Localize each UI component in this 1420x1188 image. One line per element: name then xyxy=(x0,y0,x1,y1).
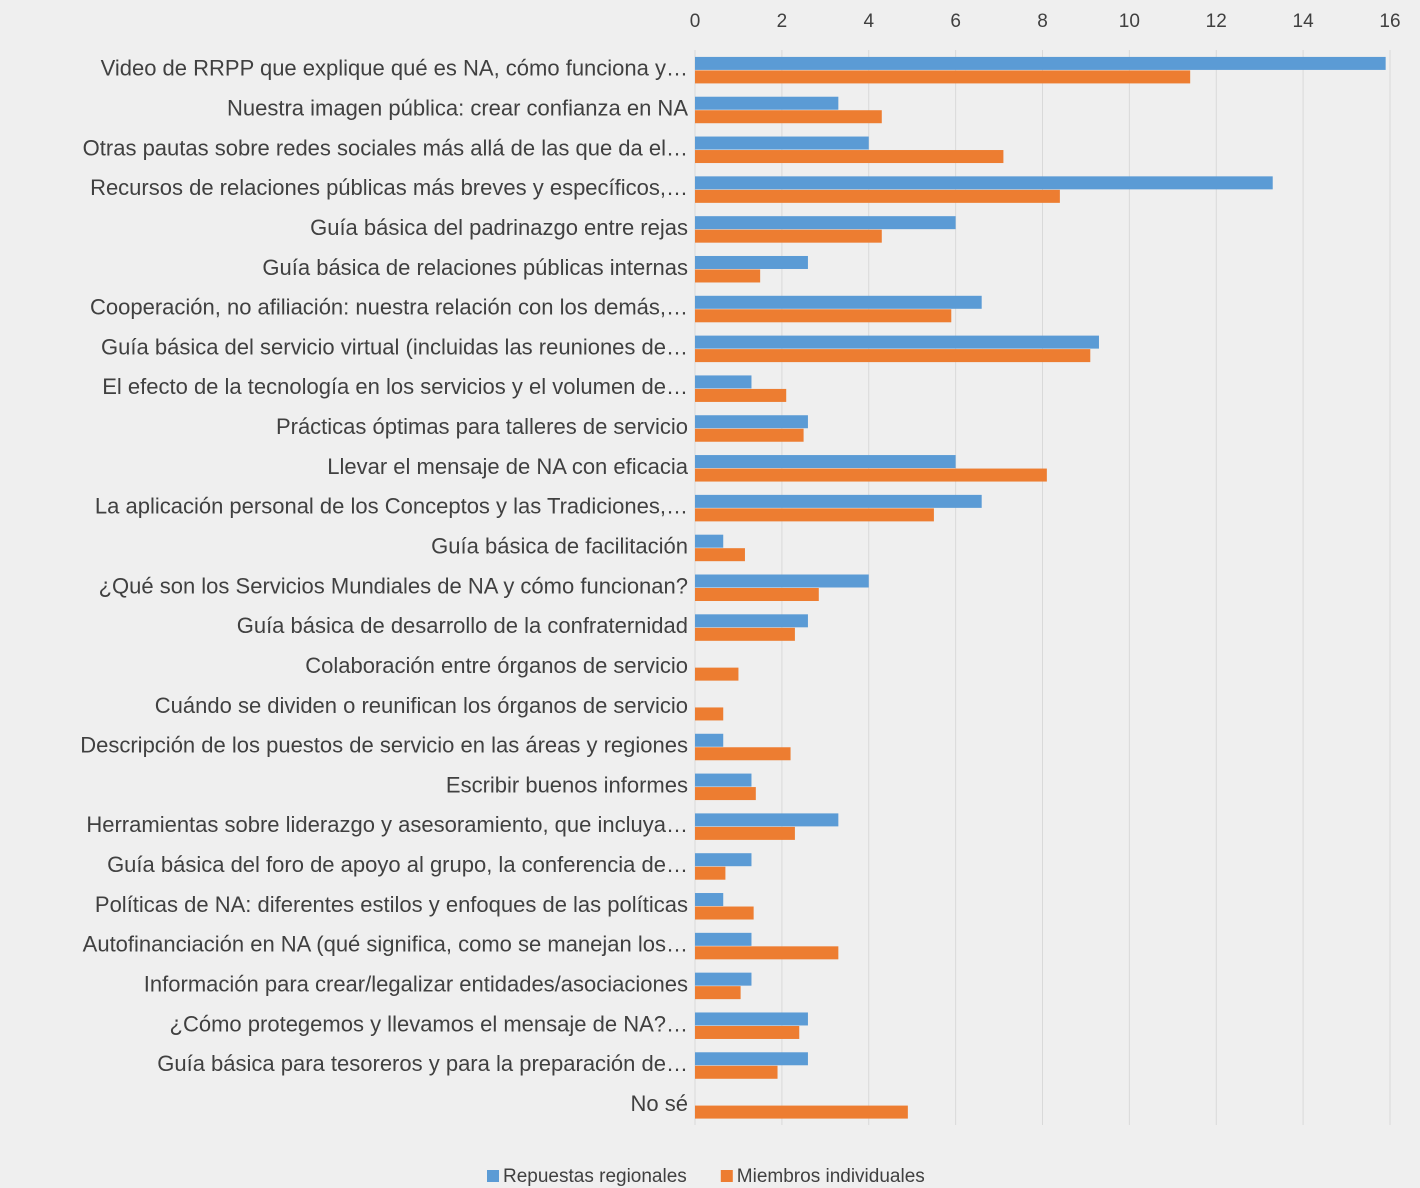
bar xyxy=(695,455,956,469)
category-label: Nuestra imagen pública: crear confianza … xyxy=(227,96,688,121)
category-label: Cooperación, no afiliación: nuestra rela… xyxy=(90,295,688,320)
x-tick-label: 8 xyxy=(1037,11,1048,32)
category-label: Cuándo se dividen o reunifican los órgan… xyxy=(155,693,688,718)
legend-swatch xyxy=(720,1170,733,1182)
legend-label: Miembros individuales xyxy=(737,1166,925,1187)
category-label: Descripción de los puestos de servicio e… xyxy=(80,733,688,758)
bar xyxy=(695,1105,908,1119)
bar xyxy=(695,972,752,986)
bar xyxy=(695,1025,800,1039)
bar xyxy=(695,56,1386,70)
bar xyxy=(695,667,739,681)
category-label: Guía básica del padrinazgo entre rejas xyxy=(310,215,688,240)
x-tick-label: 10 xyxy=(1119,11,1140,32)
category-label: Video de RRPP que explique qué es NA, có… xyxy=(101,56,688,81)
bar xyxy=(695,534,724,548)
category-label: Prácticas óptimas para talleres de servi… xyxy=(276,414,688,439)
bar xyxy=(695,309,952,323)
category-label: El efecto de la tecnología en los servic… xyxy=(102,374,688,399)
category-label: Guía básica de relaciones públicas inter… xyxy=(262,255,688,280)
bar xyxy=(695,468,1047,482)
bar xyxy=(695,428,804,442)
legend-label: Repuestas regionales xyxy=(503,1166,687,1187)
bar xyxy=(695,415,808,429)
bar xyxy=(695,733,724,747)
bar xyxy=(695,110,882,124)
bar xyxy=(695,707,724,721)
bar xyxy=(695,1012,808,1026)
category-label: Otras pautas sobre redes sociales más al… xyxy=(83,135,688,160)
bar xyxy=(695,787,756,801)
category-label: No sé xyxy=(631,1091,688,1116)
bar xyxy=(695,494,982,508)
category-label: Guía básica de facilitación xyxy=(431,533,688,558)
bar xyxy=(695,176,1273,190)
bar xyxy=(695,189,1060,203)
bar xyxy=(695,866,726,880)
bar xyxy=(695,508,934,522)
bar xyxy=(695,96,839,110)
category-label: Guía básica de desarrollo de la confrate… xyxy=(237,613,688,638)
bar xyxy=(695,1052,808,1066)
bar xyxy=(695,986,741,1000)
category-label: Información para crear/legalizar entidad… xyxy=(144,971,688,996)
bar xyxy=(695,548,745,562)
category-label: Herramientas sobre liderazgo y asesorami… xyxy=(86,812,688,837)
bar xyxy=(695,269,761,283)
bar xyxy=(695,853,752,867)
bar xyxy=(695,747,791,761)
x-tick-label: 12 xyxy=(1206,11,1227,32)
category-label: Guía básica para tesoreros y para la pre… xyxy=(157,1051,688,1076)
bar xyxy=(695,932,752,946)
legend-swatch xyxy=(487,1170,499,1182)
bar xyxy=(695,255,808,269)
bar xyxy=(695,893,724,907)
bar xyxy=(695,295,982,309)
bar xyxy=(695,150,1004,164)
bar xyxy=(695,349,1091,363)
bar xyxy=(695,773,752,787)
bar xyxy=(695,375,752,389)
category-label: Autofinanciación en NA (qué significa, c… xyxy=(83,932,688,957)
category-label: Guía básica del servicio virtual (inclui… xyxy=(101,334,688,359)
bar xyxy=(695,813,839,827)
bar xyxy=(695,574,869,588)
bar xyxy=(695,588,819,601)
bar xyxy=(695,216,956,230)
category-label: La aplicación personal de los Conceptos … xyxy=(95,494,688,519)
category-label: Recursos de relaciones públicas más brev… xyxy=(90,175,688,200)
x-tick-label: 6 xyxy=(950,11,961,32)
x-tick-label: 4 xyxy=(863,11,874,32)
category-label: Colaboración entre órganos de servicio xyxy=(305,653,688,678)
category-label: Llevar el mensaje de NA con eficacia xyxy=(327,454,689,479)
category-label: Guía básica del foro de apoyo al grupo, … xyxy=(107,852,688,877)
bar xyxy=(695,388,787,402)
x-tick-label: 0 xyxy=(690,11,701,32)
bar xyxy=(695,1065,778,1079)
x-tick-label: 16 xyxy=(1379,11,1400,32)
category-label: Políticas de NA: diferentes estilos y en… xyxy=(95,892,688,917)
bar xyxy=(695,229,882,243)
bar xyxy=(695,826,795,840)
x-tick-label: 14 xyxy=(1293,11,1315,32)
category-label: ¿Qué son los Servicios Mundiales de NA y… xyxy=(99,573,688,598)
bar xyxy=(695,906,754,920)
x-tick-label: 2 xyxy=(777,11,788,32)
bar xyxy=(695,946,839,960)
bar xyxy=(695,70,1191,84)
category-label: ¿Cómo protegemos y llevamos el mensaje d… xyxy=(170,1011,688,1036)
bar xyxy=(695,335,1099,349)
bar xyxy=(695,136,869,150)
category-label: Escribir buenos informes xyxy=(446,772,688,797)
bar xyxy=(695,614,808,628)
bar xyxy=(695,627,795,641)
